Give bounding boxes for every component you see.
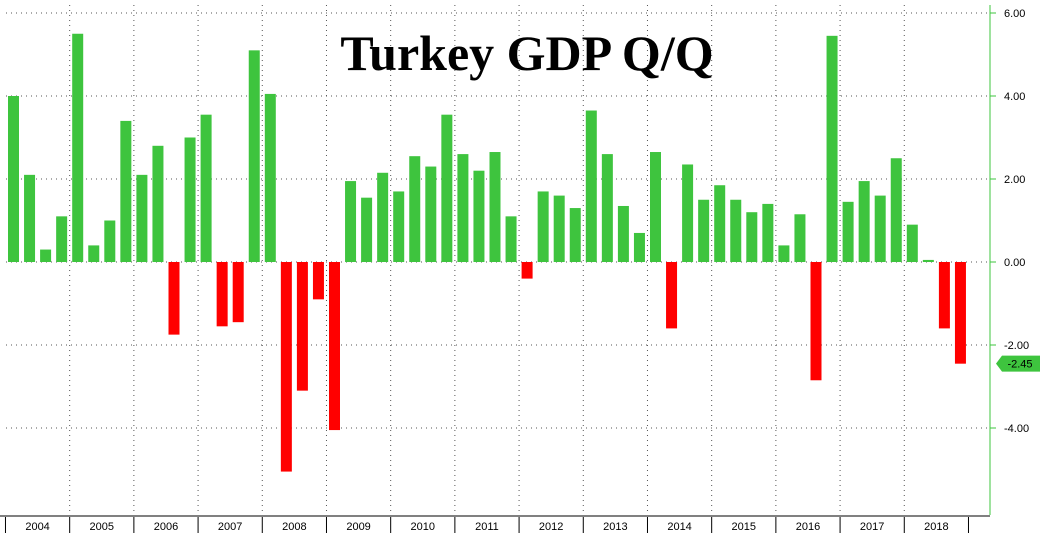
bar <box>617 205 629 262</box>
bar <box>361 197 373 262</box>
y-tick-label: 0.00 <box>1004 257 1025 269</box>
bar <box>200 114 212 262</box>
bar <box>88 245 100 262</box>
bar <box>329 262 340 431</box>
last-value-badge <box>996 355 1040 372</box>
bar <box>136 174 148 262</box>
bar <box>601 154 613 262</box>
bar <box>8 96 19 262</box>
x-tick-label: 2006 <box>154 521 178 533</box>
x-tick-label: 2016 <box>796 521 820 533</box>
bar <box>248 50 260 262</box>
x-tick-label: 2018 <box>924 521 948 533</box>
bar <box>489 152 501 262</box>
x-tick-label: 2008 <box>282 521 306 533</box>
bar <box>730 199 742 262</box>
bar <box>393 191 405 262</box>
bar <box>842 201 854 262</box>
bar <box>682 164 694 262</box>
bar <box>746 212 758 262</box>
bar <box>666 262 678 329</box>
x-tick-label: 2007 <box>218 521 242 533</box>
bar <box>120 120 132 263</box>
bar <box>922 259 934 262</box>
bar <box>810 262 822 381</box>
bar <box>714 185 726 262</box>
bar <box>794 214 806 262</box>
bar <box>906 224 918 262</box>
x-tick-label: 2013 <box>603 521 627 533</box>
bar <box>184 137 196 262</box>
bar <box>858 181 870 262</box>
y-tick-label: -2.00 <box>1004 340 1029 352</box>
x-tick-label: 2015 <box>732 521 756 533</box>
bar <box>473 170 485 262</box>
bar <box>650 152 661 262</box>
y-tick-label: 2.00 <box>1004 174 1025 186</box>
x-tick-label: 2009 <box>346 521 370 533</box>
bar <box>457 154 469 262</box>
bar <box>377 172 389 262</box>
y-tick-label: 6.00 <box>1004 8 1025 20</box>
y-tick-label: -4.00 <box>1004 423 1029 435</box>
bar <box>264 93 276 262</box>
bar <box>698 199 710 262</box>
bar <box>553 195 565 262</box>
bar <box>280 262 292 472</box>
bar <box>954 262 966 364</box>
bar <box>232 262 244 323</box>
bar <box>312 262 324 300</box>
x-tick-label: 2011 <box>475 521 499 533</box>
bar <box>72 33 84 262</box>
bar <box>152 145 164 262</box>
bar <box>296 262 308 391</box>
bar <box>505 216 517 262</box>
x-tick-label: 2014 <box>667 521 691 533</box>
bar <box>40 249 52 262</box>
x-tick-label: 2017 <box>860 521 884 533</box>
chart-title: Turkey GDP Q/Q <box>340 25 713 81</box>
grid-layer <box>6 5 990 515</box>
bar <box>826 35 838 263</box>
x-tick-label: 2010 <box>411 521 435 533</box>
bar <box>104 220 116 262</box>
bar <box>569 208 581 262</box>
bar <box>168 262 180 335</box>
bar <box>585 110 597 263</box>
bars-layer <box>8 33 966 472</box>
bar <box>425 166 437 262</box>
bar <box>762 203 774 262</box>
x-axis: 2004 2005 2006 2007 2008 2009 2010 2011 2012 2013… <box>0 515 990 533</box>
x-tick-label: 2005 <box>90 521 114 533</box>
last-value-label: -2.45 <box>1007 359 1032 371</box>
bar <box>56 216 68 262</box>
bar <box>521 262 533 279</box>
bar <box>441 114 453 262</box>
y-tick-label: 4.00 <box>1004 91 1025 103</box>
bar <box>938 262 950 329</box>
bar <box>778 245 790 262</box>
y-axis: 6.00 4.00 2.00 0.00 -2.00 -4.00 -2.45 <box>989 5 1040 515</box>
bar <box>874 195 886 262</box>
bar <box>409 156 421 262</box>
x-tick-label: 2004 <box>25 521 49 533</box>
bar <box>24 174 36 262</box>
x-tick-label: 2012 <box>539 521 563 533</box>
bar <box>633 232 645 262</box>
bar <box>216 262 228 327</box>
bar <box>890 158 902 262</box>
bar <box>345 181 357 262</box>
bar <box>537 191 549 262</box>
